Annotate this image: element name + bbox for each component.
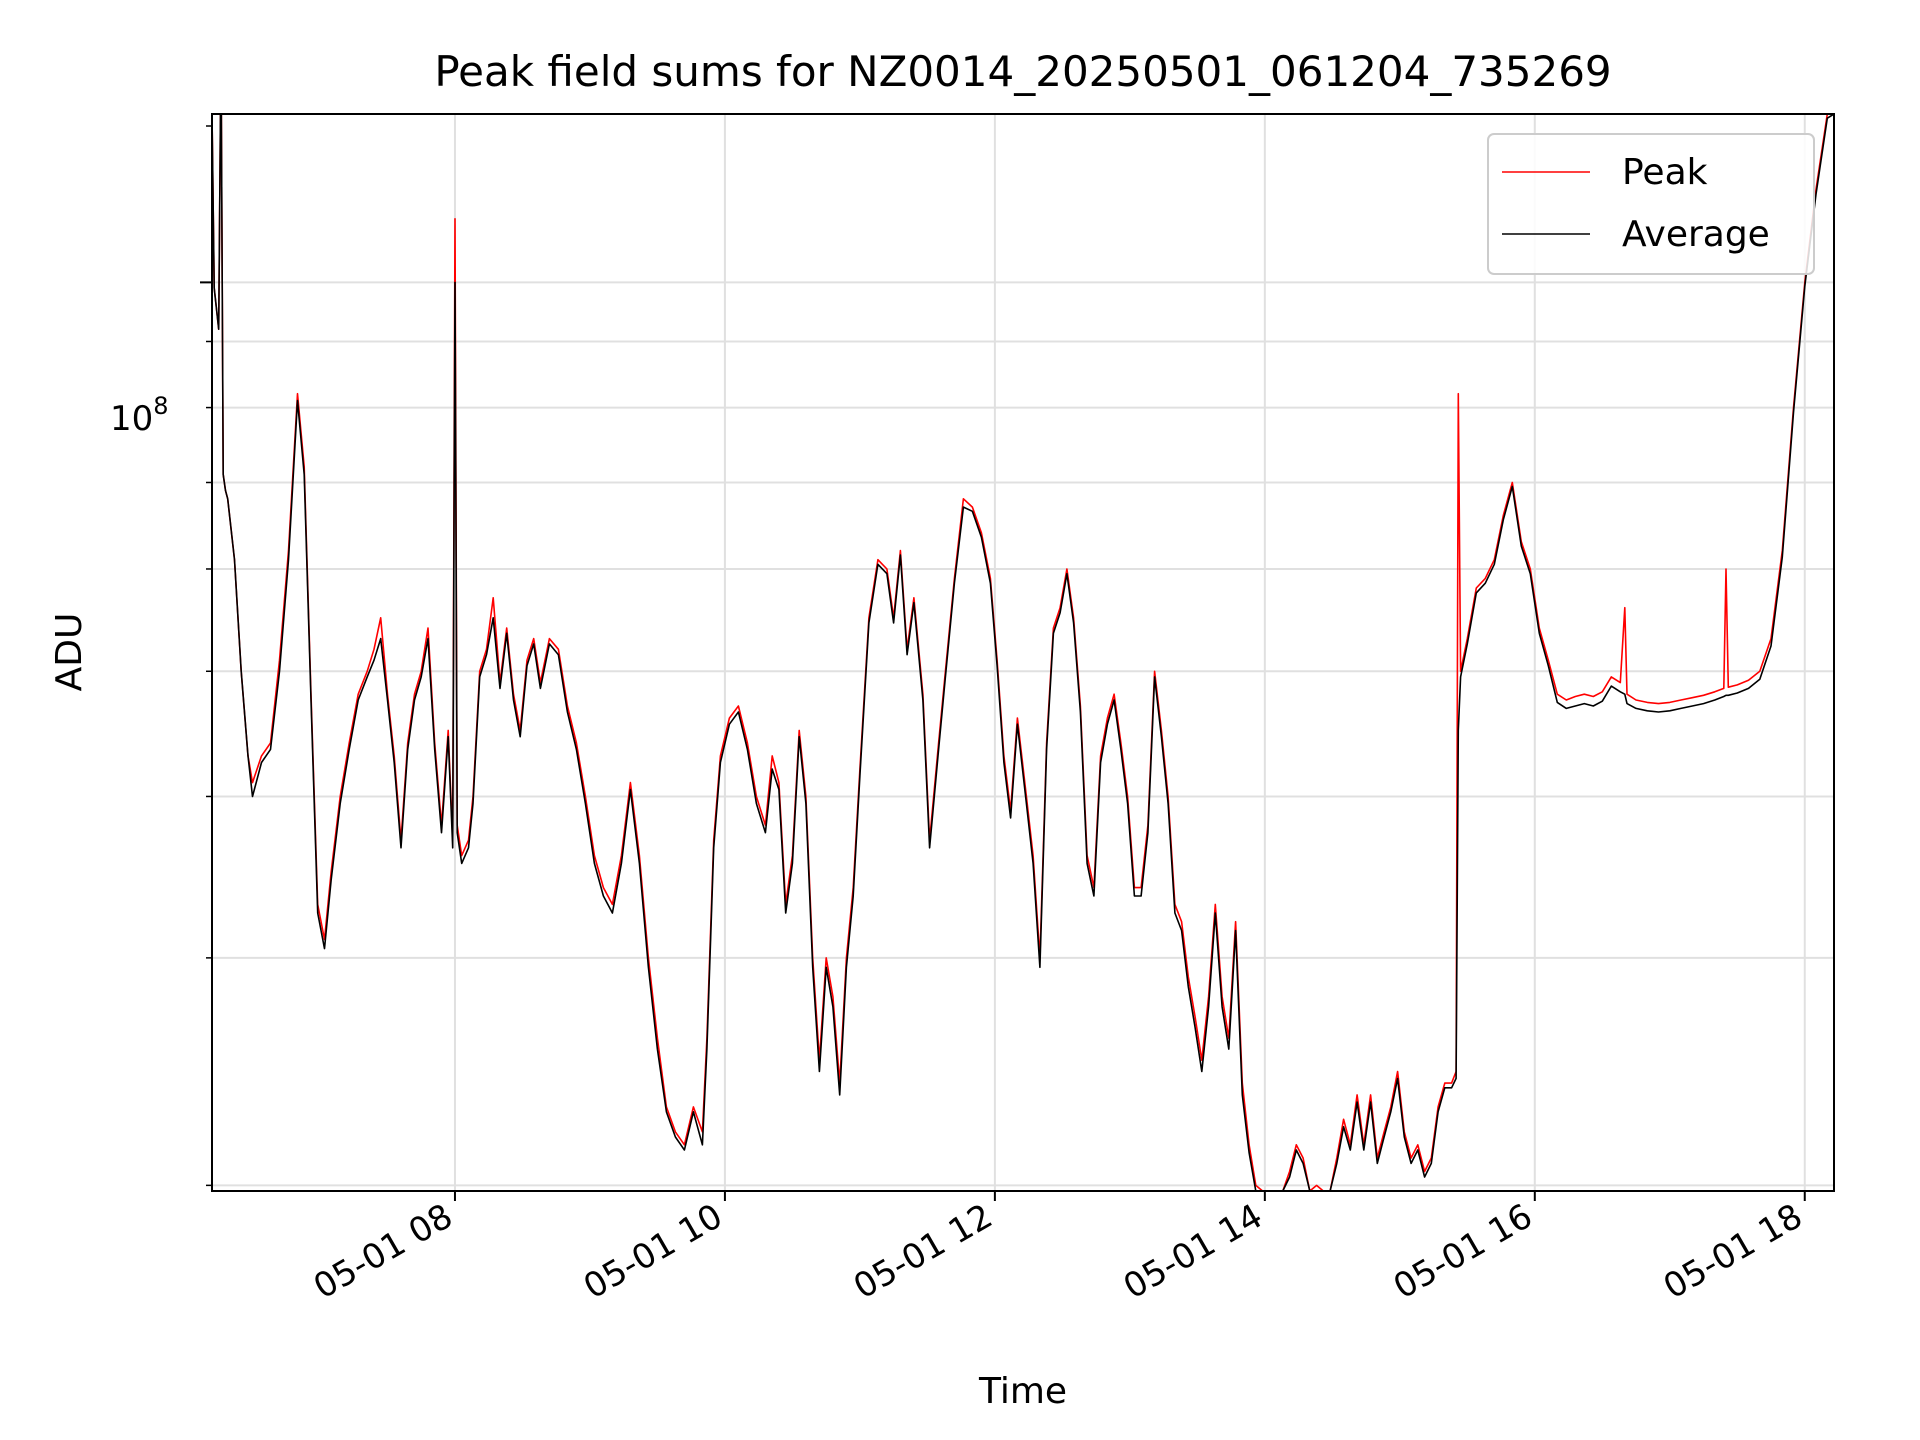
y-axis-label: ADU: [49, 613, 90, 692]
series-line-average: [212, 114, 1834, 1191]
y-tick-base: 10: [110, 399, 153, 439]
legend: Peak Average: [1487, 133, 1815, 275]
x-axis-label: Time: [978, 1371, 1067, 1412]
legend-box: [1487, 133, 1815, 275]
grid: [212, 114, 1834, 1191]
legend-label-average: Average: [1622, 214, 1770, 255]
plot-frame: [211, 113, 1835, 1192]
series-layer: [212, 114, 1834, 1191]
legend-label-peak: Peak: [1622, 152, 1708, 193]
y-tick-label-major: 108: [110, 392, 169, 439]
chart-title: Peak field sums for NZ0014_20250501_0612…: [434, 47, 1611, 96]
y-tick-exponent: 8: [153, 392, 168, 420]
